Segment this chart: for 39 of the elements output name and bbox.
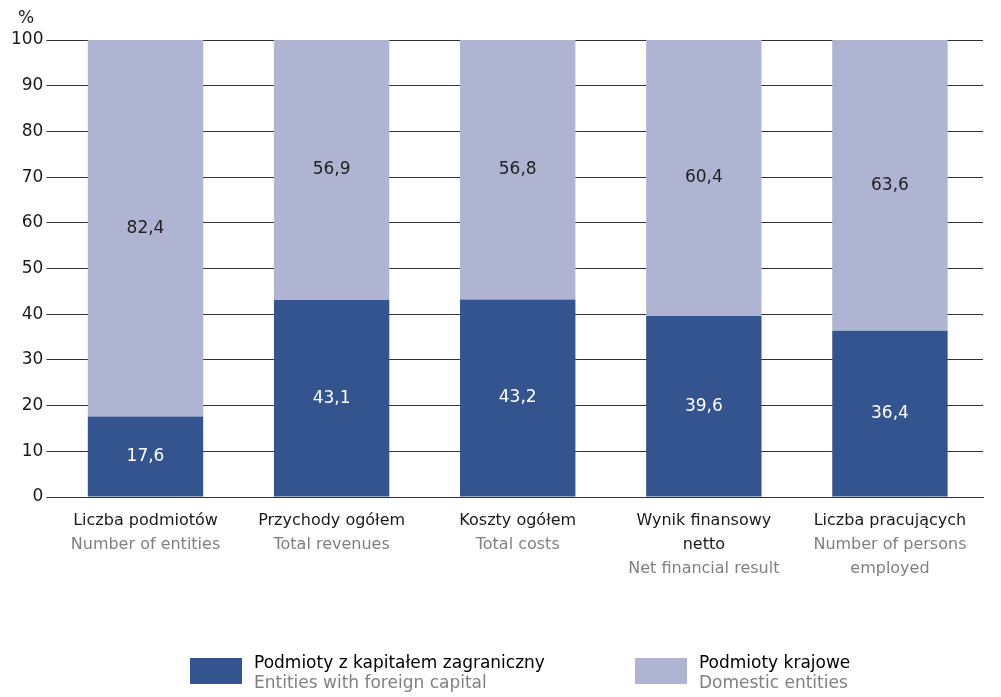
y-tick-label: 90 xyxy=(21,74,44,95)
y-tick-label: 40 xyxy=(21,302,44,323)
data-label: 17,6 xyxy=(126,444,165,465)
x-tick-label: Liczba podmiotów Number of entities xyxy=(70,510,221,554)
y-tick-label: 50 xyxy=(21,256,44,277)
y-tick-label: 0 xyxy=(32,485,44,506)
y-tick-label: 100 xyxy=(10,28,44,49)
legend-label: Podmioty krajowe Domestic entities xyxy=(698,652,851,692)
bar xyxy=(832,330,948,497)
data-label: 36,4 xyxy=(871,402,909,422)
data-label: 43,2 xyxy=(498,386,537,407)
y-tick-label: 80 xyxy=(21,119,44,140)
bar xyxy=(460,40,576,300)
y-tick-label: 70 xyxy=(21,165,44,186)
y-tick-label: 10 xyxy=(21,439,44,460)
y-tick-label: 60 xyxy=(21,211,44,232)
bar xyxy=(273,300,390,497)
x-tick-label: Liczba pracujących Number of persons employed xyxy=(813,510,967,578)
bar xyxy=(87,416,204,497)
y-tick-label: 30 xyxy=(21,348,44,369)
bar xyxy=(646,40,762,317)
data-label: 60,4 xyxy=(684,166,723,187)
legend-label: Podmioty z kapitałem zagraniczny Entities with foreign capital xyxy=(254,652,545,692)
data-label: 56,9 xyxy=(312,158,351,179)
bar xyxy=(832,40,948,331)
bar xyxy=(646,316,762,497)
bar xyxy=(87,40,204,417)
x-tick-label: Koszty ogółem Total costs xyxy=(459,510,577,554)
data-label: 63,6 xyxy=(871,173,909,194)
x-tick-label: Przychody ogółem Total revenues xyxy=(258,510,406,554)
y-tick-label: 20 xyxy=(21,394,44,415)
data-label: 39,6 xyxy=(684,394,723,415)
data-label: 43,1 xyxy=(312,386,351,407)
bar xyxy=(273,40,390,301)
bar xyxy=(460,299,576,497)
x-tick-label: Wynik finansowy netto Net financial result xyxy=(628,510,780,578)
data-label: 56,8 xyxy=(498,158,537,179)
y-axis-title: % xyxy=(18,6,35,27)
data-label: 82,4 xyxy=(126,216,165,237)
